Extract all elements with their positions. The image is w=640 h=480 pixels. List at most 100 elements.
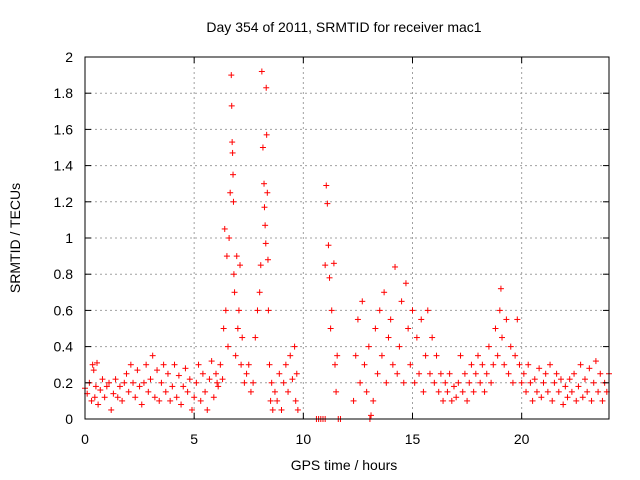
tick-labels: 00.20.40.60.811.21.41.61.820 5 10 15 20 [54,49,530,447]
data-point [531,376,538,383]
data-point [232,352,239,359]
data-point [590,379,597,386]
x-tick-label: 20 [514,431,530,447]
data-point [167,397,174,404]
data-point [560,401,567,408]
data-point [466,379,473,386]
data-point [193,379,200,386]
data-point [106,379,113,386]
data-point [199,370,206,377]
data-point [392,263,399,270]
data-point [160,361,167,368]
data-point [265,307,272,314]
data-point [252,334,259,341]
data-point [509,379,516,386]
data-point [492,325,499,332]
data-point [374,370,381,377]
data-point [261,180,268,187]
data-point [247,388,254,395]
data-point [538,394,545,401]
data-point [178,401,185,408]
data-point [227,189,234,196]
data-point [586,365,593,372]
data-point [280,379,287,386]
data-point [571,370,578,377]
axis-ticks [84,56,609,420]
data-point [411,379,418,386]
data-point [195,361,202,368]
data-point [516,361,523,368]
chart-title: Day 354 of 2011, SRMTID for receiver mac… [206,19,481,35]
data-point [324,200,331,207]
data-point [398,298,405,305]
data-point [503,316,510,323]
data-point [520,370,527,377]
data-point [365,343,372,350]
data-point [134,367,141,374]
data-point [327,325,334,332]
data-point [501,361,508,368]
data-point [409,307,416,314]
y-tick-label: 0.6 [54,302,74,318]
data-point [114,394,121,401]
data-point [481,388,488,395]
data-point [331,361,338,368]
data-point [264,189,271,196]
data-point [202,388,209,395]
data-point [147,376,154,383]
data-point [268,379,275,386]
data-point [446,370,453,377]
data-point [542,370,549,377]
data-point [257,262,264,269]
data-point [264,256,271,263]
data-point [158,379,165,386]
data-point [101,394,108,401]
data-point [400,379,407,386]
data-point [234,325,241,332]
data-point [225,343,232,350]
data-point [536,365,543,372]
data-point [186,376,193,383]
y-tick-label: 0.4 [54,339,74,355]
y-tick-label: 0 [65,411,73,427]
data-point [413,334,420,341]
data-point [271,388,278,395]
data-point [557,376,564,383]
data-point [188,406,195,413]
data-point [553,370,560,377]
data-point [123,370,130,377]
data-point [354,316,361,323]
data-point [228,102,235,109]
data-point [450,383,457,390]
data-point [334,352,341,359]
data-point [175,372,182,379]
data-point [140,379,147,386]
data-point [514,316,521,323]
data-point [459,388,466,395]
data-point [533,388,540,395]
data-point [250,379,257,386]
data-point [269,406,276,413]
data-point [103,383,110,390]
data-point [184,388,191,395]
data-points [82,68,612,422]
data-point [405,325,412,332]
data-point [527,379,534,386]
data-point [597,370,604,377]
grid [85,57,609,419]
data-point [396,343,403,350]
data-point [577,361,584,368]
data-point [499,334,506,341]
data-point [444,388,451,395]
data-point [238,361,245,368]
data-point [182,365,189,372]
data-point [110,390,117,397]
data-point [291,343,298,350]
data-point [588,397,595,404]
data-point [477,379,484,386]
data-point [143,361,150,368]
y-tick-label: 1.4 [54,158,74,174]
data-point [361,361,368,368]
data-point [584,388,591,395]
